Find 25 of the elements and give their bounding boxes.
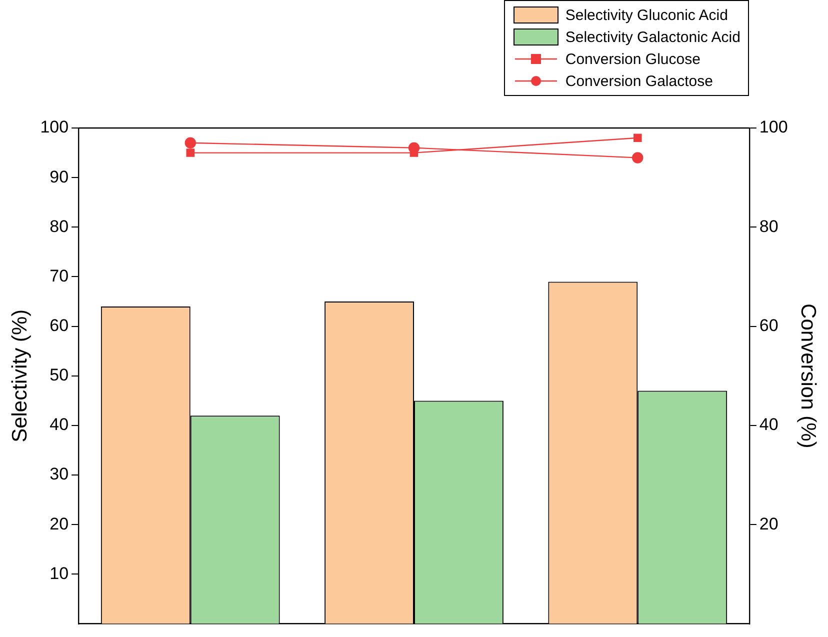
point [632, 152, 644, 164]
point [186, 148, 195, 157]
y-tick-label: 80 [50, 216, 69, 236]
y-tick-label: 70 [50, 266, 69, 286]
y-axis-title: Selectivity (%) [8, 309, 32, 442]
y2-tick-label: 80 [759, 216, 778, 236]
y-tick-label: 100 [40, 118, 69, 137]
y2-axis-title: Conversion (%) [796, 304, 820, 448]
y-tick-label: 20 [50, 514, 69, 534]
y2-tick-label: 60 [759, 316, 778, 336]
y-tick-label: 10 [50, 564, 69, 583]
y-tick-label: 30 [50, 464, 69, 484]
legend-label: Selectivity Gluconic Acid [565, 6, 728, 24]
y-tick-label: 90 [50, 167, 69, 186]
point [184, 137, 196, 148]
y2-tick-label: 100 [759, 118, 788, 137]
y2-tick-label: 40 [759, 415, 778, 434]
legend-label: Conversion Glucose [565, 50, 700, 68]
y-tick-label: 50 [50, 366, 69, 385]
point [633, 134, 642, 142]
legend-label: Conversion Galactose [565, 72, 713, 90]
y-tick-label: 60 [50, 316, 69, 336]
y2-tick-label: 20 [759, 514, 778, 534]
y-tick-label: 40 [50, 415, 69, 434]
legend-label: Selectivity Galactonic Acid [565, 28, 740, 46]
